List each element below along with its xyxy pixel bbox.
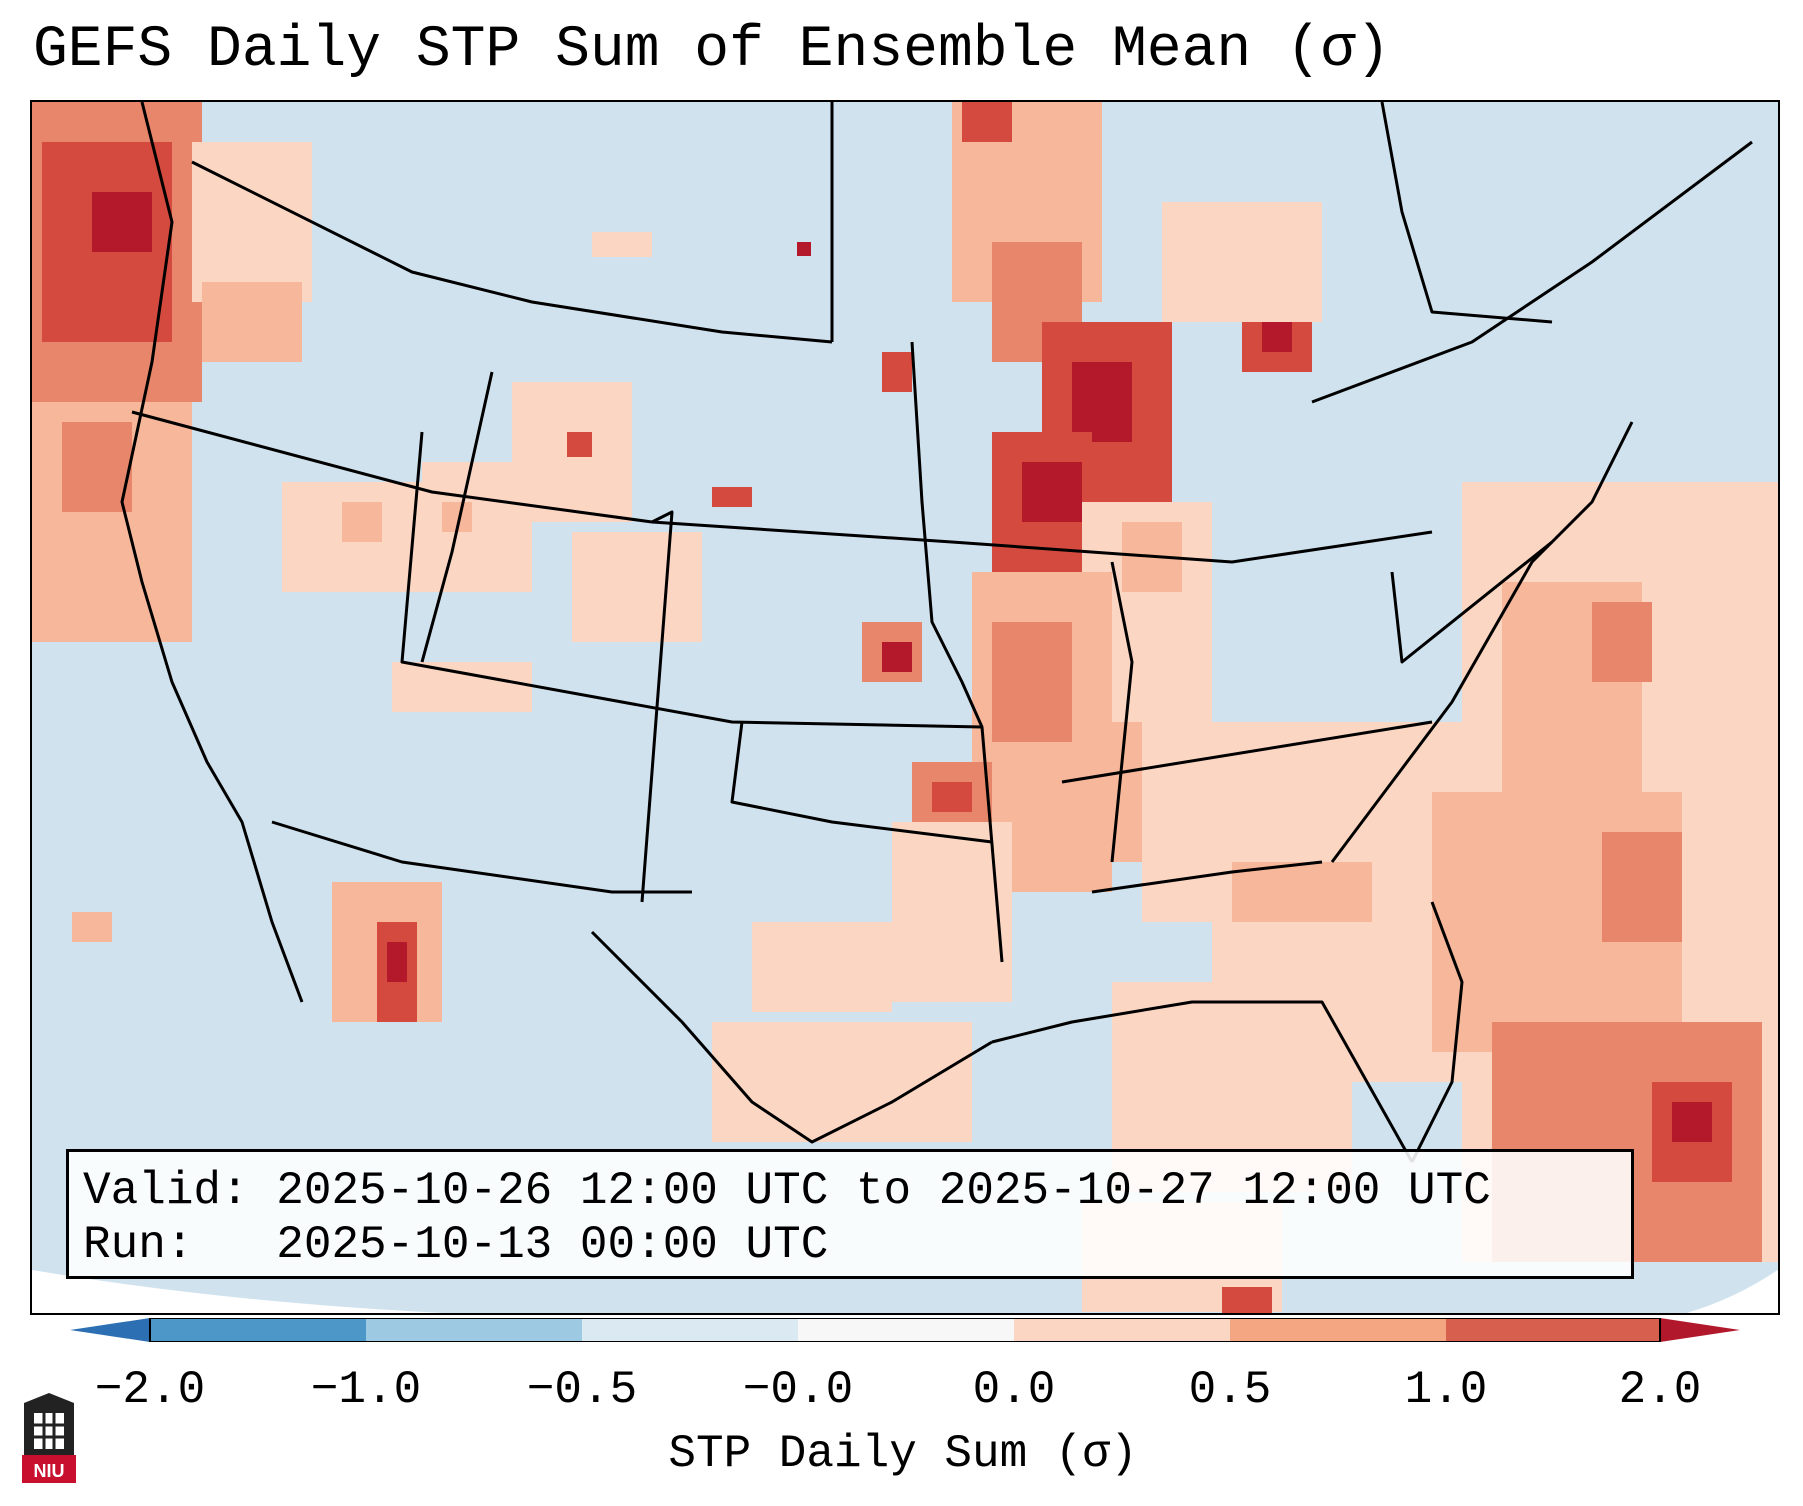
- border-line: [730, 721, 993, 844]
- anomaly-cell: [962, 102, 1012, 142]
- florida-coastline: [1410, 901, 1464, 1163]
- valid-run-info-box: Valid: 2025-10-26 12:00 UTC to 2025-10-2…: [66, 1149, 1634, 1279]
- border-line: [1110, 561, 1134, 863]
- colorbar-tick-label: −1.0: [310, 1364, 422, 1416]
- valid-time-text: Valid: 2025-10-26 12:00 UTC to 2025-10-2…: [83, 1165, 1491, 1217]
- logo-grid: [34, 1413, 64, 1449]
- anomaly-cell: [712, 1022, 972, 1142]
- st-lawrence-border: [1311, 140, 1753, 404]
- anomaly-cell: [1602, 832, 1682, 942]
- anomaly-cell: [592, 232, 652, 257]
- anomaly-cell: [797, 242, 811, 256]
- colorbar-segment: [1446, 1318, 1660, 1342]
- border-line: [271, 820, 692, 894]
- anomaly-cell: [567, 432, 592, 457]
- niu-logo-icon: NIU: [22, 1393, 76, 1483]
- anomaly-cell: [392, 662, 532, 712]
- stp-anomaly-map: [32, 102, 1778, 1313]
- border-line: [1390, 540, 1553, 664]
- logo-text: NIU: [34, 1461, 65, 1481]
- anomaly-cell: [892, 822, 1012, 1002]
- anomaly-cell: [1222, 1287, 1272, 1313]
- border-line: [420, 371, 494, 663]
- colorbar-extend-high: [1660, 1318, 1740, 1342]
- anomaly-cell: [202, 282, 302, 362]
- colorbar-tick-label: 1.0: [1404, 1364, 1488, 1416]
- colorbar-segment: [150, 1318, 366, 1342]
- colorbar-tick-label: −0.5: [526, 1364, 638, 1416]
- colorbar-tick-label: −0.0: [742, 1364, 854, 1416]
- colorbar-tick-label: 2.0: [1618, 1364, 1702, 1416]
- colorbar-extend-low: [70, 1318, 150, 1342]
- colorbar-tick-label: 0.5: [1188, 1364, 1272, 1416]
- anomaly-shading: [32, 102, 1778, 1313]
- anomaly-cell: [882, 352, 912, 392]
- map-title: GEFS Daily STP Sum of Ensemble Mean (σ): [33, 18, 1391, 83]
- anomaly-cell: [72, 912, 112, 942]
- projection-edge: [32, 1270, 445, 1313]
- anomaly-cell: [992, 622, 1072, 742]
- anomaly-cell: [1022, 462, 1082, 522]
- anomaly-cell: [387, 942, 407, 982]
- projection-edge: [1686, 1269, 1778, 1313]
- border-line: [1380, 102, 1553, 324]
- gulf-coastline: [991, 1000, 1414, 1163]
- state-boundaries: [120, 102, 1753, 1163]
- anomaly-cell: [752, 922, 892, 1012]
- anomaly-cell: [572, 532, 702, 642]
- anomaly-cell: [932, 782, 972, 812]
- logo-window: [34, 1413, 64, 1449]
- logo-badge: [22, 1455, 76, 1483]
- anomaly-cell: [62, 422, 132, 512]
- anomaly-cell: [1072, 722, 1142, 862]
- border-line: [131, 410, 1433, 564]
- anomaly-cell: [712, 487, 752, 507]
- anomaly-cell: [92, 192, 152, 252]
- anomaly-cell: [1162, 202, 1322, 322]
- anomaly-cell: [1072, 362, 1132, 442]
- colorbar-outline: [149, 1318, 1661, 1342]
- east-coastline: [1330, 421, 1634, 863]
- run-time-text: Run: 2025-10-13 00:00 UTC: [83, 1219, 829, 1271]
- map-panel: [30, 100, 1780, 1315]
- west-coastline: [120, 102, 304, 1003]
- colorbar-segment: [1230, 1318, 1446, 1342]
- colorbar-segment: [582, 1318, 798, 1342]
- colorbar-segment: [798, 1318, 1014, 1342]
- texas-coastline: [590, 930, 993, 1144]
- anomaly-cell: [1672, 1102, 1712, 1142]
- anomaly-cell: [1592, 602, 1652, 682]
- colorbar-tick-label: 0.0: [972, 1364, 1056, 1416]
- border-line: [910, 341, 1004, 963]
- colorbar-segment: [1014, 1318, 1230, 1342]
- border-line: [1091, 860, 1323, 894]
- anomaly-cell: [192, 142, 312, 302]
- colorbar-label: STP Daily Sum (σ): [668, 1428, 1138, 1480]
- colorbar-segment: [366, 1318, 582, 1342]
- anomaly-cell: [342, 502, 382, 542]
- colorbar-tick-label: −2.0: [94, 1364, 206, 1416]
- border-line: [1061, 720, 1433, 784]
- border-line: [640, 510, 674, 903]
- border-line: [400, 431, 983, 729]
- colorbar: [70, 1318, 1740, 1342]
- anomaly-cell: [882, 642, 912, 672]
- canada-border-west: [191, 160, 833, 344]
